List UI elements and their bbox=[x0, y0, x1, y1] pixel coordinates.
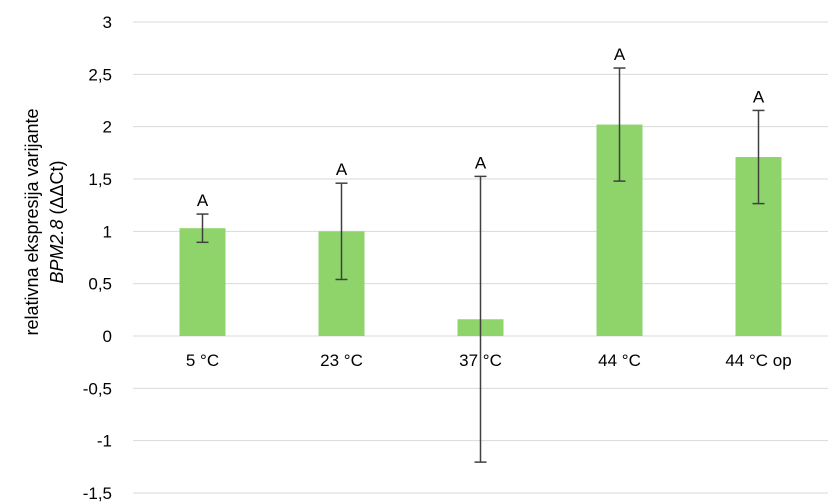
error-bars bbox=[196, 67, 765, 463]
bar bbox=[179, 228, 226, 336]
y-axis-title-line2: BPM2.8 (ΔΔCt) bbox=[47, 160, 67, 283]
significance-label: A bbox=[197, 191, 209, 210]
y-tick-label: 0,5 bbox=[88, 275, 112, 294]
significance-label: A bbox=[475, 153, 487, 172]
y-tick-label: -1,5 bbox=[83, 484, 112, 503]
y-tick-label: 3 bbox=[103, 13, 112, 32]
y-axis-title-gene: BPM2.8 bbox=[47, 220, 67, 284]
category-labels: 5 °C 23 °C 37 °C 44 °C 44 °C op bbox=[186, 351, 792, 370]
category-label: 23 °C bbox=[320, 351, 363, 370]
y-tick-label: 1 bbox=[103, 222, 112, 241]
y-tick-label: 2 bbox=[103, 118, 112, 137]
category-label: 5 °C bbox=[186, 351, 219, 370]
y-axis-title-line1: relativna ekspresija varijante bbox=[22, 108, 42, 335]
significance-label: A bbox=[336, 160, 348, 179]
y-axis-tick-labels: 3 2,5 2 1,5 1 0,5 0 -0,5 -1 -1,5 bbox=[83, 13, 112, 503]
significance-label: A bbox=[614, 45, 626, 64]
y-tick-label: 1,5 bbox=[88, 170, 112, 189]
y-tick-label: -0,5 bbox=[83, 379, 112, 398]
category-label: 37 °C bbox=[459, 351, 502, 370]
y-tick-label: 0 bbox=[103, 327, 112, 346]
category-label: 44 °C bbox=[598, 351, 641, 370]
significance-labels: A A A A A bbox=[197, 45, 765, 210]
y-tick-label: 2,5 bbox=[88, 65, 112, 84]
y-axis-title-unit: (ΔΔCt) bbox=[47, 160, 67, 219]
significance-label: A bbox=[753, 87, 765, 106]
category-label: 44 °C op bbox=[725, 351, 791, 370]
y-tick-label: -1 bbox=[97, 432, 112, 451]
